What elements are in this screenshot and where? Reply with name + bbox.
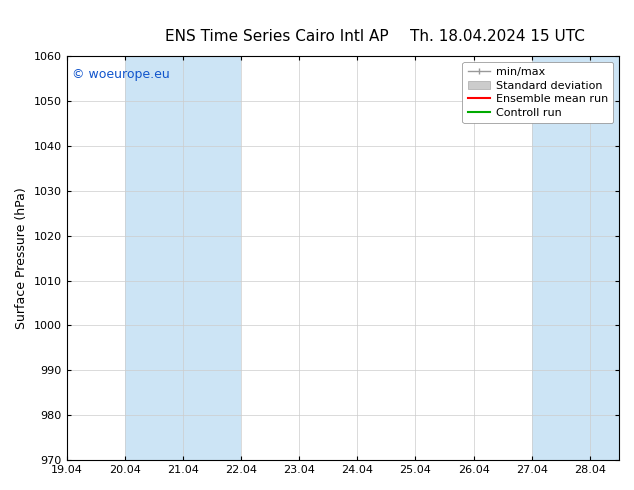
Legend: min/max, Standard deviation, Ensemble mean run, Controll run: min/max, Standard deviation, Ensemble me… — [462, 62, 614, 123]
Text: Th. 18.04.2024 15 UTC: Th. 18.04.2024 15 UTC — [410, 29, 585, 44]
Bar — [590, 56, 619, 460]
Text: ENS Time Series Cairo Intl AP: ENS Time Series Cairo Intl AP — [165, 29, 388, 44]
Bar — [125, 56, 241, 460]
Bar — [532, 56, 590, 460]
Text: © woeurope.eu: © woeurope.eu — [72, 68, 170, 81]
Y-axis label: Surface Pressure (hPa): Surface Pressure (hPa) — [15, 187, 28, 329]
